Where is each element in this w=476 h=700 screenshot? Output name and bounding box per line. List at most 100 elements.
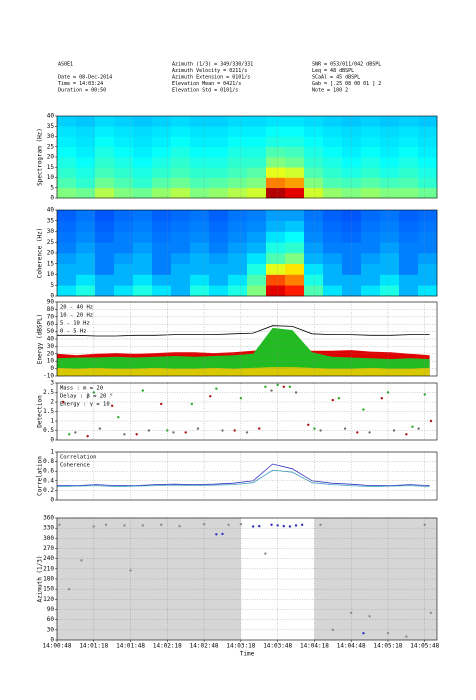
heat-cell (209, 126, 229, 137)
y-tick-label: 210 (43, 565, 54, 572)
header-line: Azimuth Extension = 0101/s (172, 75, 250, 81)
heat-cell (114, 146, 134, 158)
heat-cell (190, 253, 210, 265)
heat-cell (380, 253, 400, 265)
heat-cell (57, 220, 77, 232)
heat-cell (399, 187, 419, 199)
heat-cell (323, 210, 343, 222)
heat-cell (323, 167, 343, 178)
heat-cell (209, 285, 229, 297)
y-tick-label: 150 (43, 586, 54, 593)
heat-cell (304, 187, 324, 199)
heat-cell (380, 242, 400, 254)
heat-cell (114, 177, 134, 189)
y-tick-label: 35 (47, 217, 55, 224)
y-tick-label: 0 (50, 293, 54, 300)
heat-cell (247, 136, 267, 148)
legend-entry: Energy : γ = 10 (60, 402, 110, 408)
heat-cell (285, 187, 305, 199)
heat-cell (152, 146, 172, 158)
heat-cell (76, 177, 96, 189)
series-line (57, 463, 430, 486)
x-tick-label: 14:00:48 (43, 643, 72, 650)
heat-cell (266, 253, 286, 265)
heat-cell (133, 274, 153, 286)
series-line (56, 469, 430, 488)
heat-cell (209, 187, 229, 199)
heat-cell (152, 220, 172, 232)
heat-cell (361, 274, 381, 286)
heat-cell (171, 146, 191, 158)
heat-cell (133, 177, 153, 189)
heat-cell (399, 274, 419, 286)
heat-cell (266, 187, 286, 199)
point (141, 524, 145, 527)
legend-entry: 10 - 20 Hz (60, 313, 93, 319)
heat-cell (399, 210, 419, 222)
heat-cell (361, 126, 381, 137)
heat-cell (171, 157, 191, 168)
y-tick-label: 40 (47, 336, 55, 343)
heat-cell (114, 285, 134, 297)
point (429, 419, 433, 423)
heat-cell (399, 263, 419, 275)
heat-cell (114, 263, 134, 275)
y-tick-label: 15 (47, 164, 55, 171)
plot-area (57, 452, 437, 500)
point (196, 427, 200, 430)
header-line: Azimuth (1/3) = 349/330/331 (172, 62, 253, 68)
point (221, 532, 224, 536)
heat-cell (190, 187, 210, 199)
y-tick-label: -10 (43, 373, 54, 380)
series-line (57, 325, 430, 337)
y-tick-label: 15 (47, 260, 55, 267)
heat-cell (114, 242, 134, 254)
header-line: SNR = 053/011/042 dBSPL (312, 62, 381, 68)
heat-cell (133, 116, 153, 127)
heat-cell (285, 157, 305, 168)
heat-cell (361, 187, 381, 199)
heat-cell (323, 136, 343, 148)
heat-cell (380, 263, 400, 275)
header-line: Date = 08-Dec-2014 (58, 75, 112, 81)
heat-cell (304, 136, 324, 148)
heat-cell (133, 253, 153, 265)
x-tick-label: 14:01:18 (79, 643, 108, 650)
heat-cell (209, 253, 229, 265)
y-tick-label: 0 (50, 195, 54, 202)
header-line: Leq = 48 dBSPL (312, 68, 354, 74)
plot-frame (56, 517, 438, 641)
point (159, 523, 163, 526)
heat-cell (95, 157, 115, 168)
heat-cell (342, 253, 362, 265)
heat-cell (342, 167, 362, 178)
point (86, 435, 89, 438)
heat-cell (380, 157, 400, 168)
heat-cell (171, 210, 191, 222)
heat-cell (152, 263, 172, 275)
heat-cell (209, 116, 229, 127)
heat-cell (76, 274, 96, 286)
heat-cell (266, 242, 286, 254)
point (288, 385, 292, 388)
heat-cell (285, 126, 305, 137)
heat-cell (418, 263, 438, 275)
heat-cell (342, 274, 362, 286)
y-axis-label: Detection (37, 395, 44, 428)
heat-cell (190, 116, 210, 127)
point (251, 525, 255, 528)
y-tick-label: 30 (47, 133, 55, 140)
heat-cell (304, 146, 324, 158)
point (429, 611, 433, 615)
heat-cell (133, 157, 153, 168)
heat-cell (418, 231, 438, 243)
heat-cell (418, 210, 438, 222)
heat-cell (342, 220, 362, 232)
heat-cell (57, 242, 77, 254)
heat-cell (285, 167, 305, 178)
heat-cell (209, 146, 229, 158)
heat-cell (418, 187, 438, 199)
heat-cell (190, 242, 210, 254)
heat-cell (95, 263, 115, 275)
point (300, 523, 304, 526)
